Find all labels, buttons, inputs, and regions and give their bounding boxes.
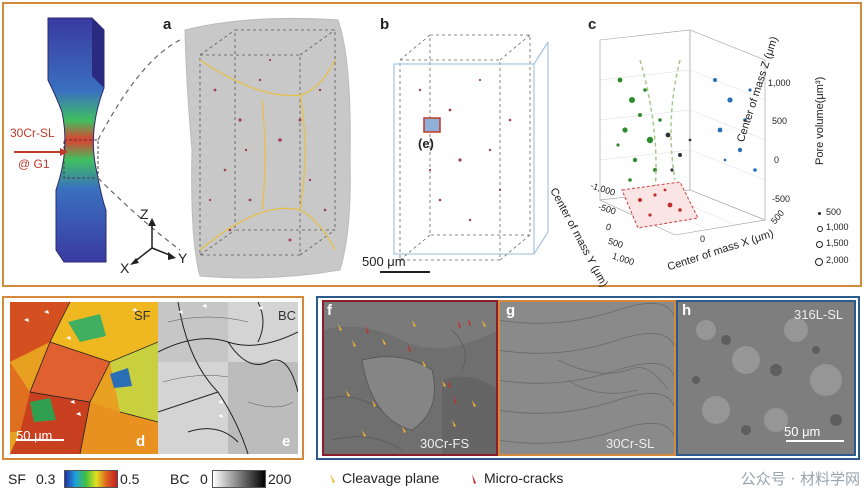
panel-b-scalebar: 500 μm [362, 254, 406, 269]
sf-colorbar [64, 470, 118, 488]
pore-legend-dot-3 [815, 258, 823, 266]
sf-colorbar-max: 0.5 [120, 471, 140, 487]
cutting-plane [388, 40, 548, 65]
panel-c-label: c [588, 16, 597, 33]
panel-g-label: g [506, 302, 516, 319]
bc-colorbar-label: BC [170, 471, 190, 487]
panel-a-graphic [14, 17, 351, 279]
bottom-left-frame [2, 296, 304, 460]
x-tick-0: 0 [700, 234, 706, 244]
z-tick-0: 1,000 [768, 78, 791, 88]
axis-x-label: X [120, 260, 130, 276]
pore-legend-label-2: 1,500 [826, 238, 849, 248]
panel-b-graphic [380, 34, 549, 273]
panel-d-sf-map [10, 302, 158, 454]
panel-h-sem [676, 300, 856, 456]
panel-e-bc-map [158, 302, 298, 454]
panel-g-sem [498, 300, 676, 456]
watermark: 公众号 · 材料学网 [740, 470, 860, 488]
bc-colorbar-max: 200 [268, 471, 292, 487]
panel-h-label: h [682, 302, 692, 319]
pore-legend-dot-1 [817, 226, 823, 232]
z-tick-1: 500 [772, 116, 788, 126]
bc-colorbar [212, 470, 266, 488]
specimen-label-line2: @ G1 [18, 157, 50, 171]
panel-f-label: f [327, 302, 332, 319]
pore-legend-label-0: 500 [826, 207, 842, 217]
panel-c-graphic [598, 29, 767, 236]
pore-legend-label-3: 2,000 [826, 255, 849, 265]
panel-a-label: a [163, 16, 172, 33]
top-figure-frame [2, 2, 862, 287]
panel-e-tag: BC [278, 308, 297, 323]
panel-f-sem [322, 300, 498, 456]
region-e-box [423, 117, 441, 133]
specimen-label-line1: 30Cr-SL [10, 126, 55, 140]
pore-legend-label-1: 1,000 [826, 222, 849, 232]
micro-cracks-legend: Micro-cracks [484, 470, 564, 486]
pore-volume-legend-title: Pore volume(μm³) [814, 76, 826, 165]
panel-d-tag: SF [134, 308, 151, 323]
cleavage-plane-legend: Cleavage plane [342, 470, 440, 486]
specimen-region-box [63, 139, 99, 179]
panel-d-scalebar: 50 μm [16, 428, 53, 443]
bc-colorbar-min: 0 [200, 471, 208, 487]
panel-b-label: b [380, 16, 390, 33]
bottom-right-frame [316, 296, 860, 460]
panel-d-label: d [136, 433, 146, 450]
sf-colorbar-label: SF [8, 471, 26, 487]
panel-g-tag: 30Cr-SL [606, 436, 655, 451]
cleavage-plane-icon [330, 474, 335, 483]
z-tick-2: 0 [774, 155, 780, 165]
pore-legend-dot-2 [816, 241, 823, 248]
axis-z-label: Z [140, 206, 149, 222]
sf-colorbar-min: 0.3 [36, 471, 56, 487]
micro-cracks-icon [472, 474, 476, 484]
panel-e-label: e [282, 433, 291, 450]
pore-legend-dot-0 [818, 212, 821, 215]
panel-h-tag: 316L-SL [794, 307, 844, 322]
panel-h-scalebar: 50 μm [784, 424, 821, 439]
pore-volume-render [184, 17, 351, 279]
panel-f-tag: 30Cr-FS [420, 436, 470, 451]
region-e-label: (e) [418, 136, 434, 151]
axis-y-label: Y [178, 250, 188, 266]
z-tick-3: -500 [772, 194, 791, 204]
